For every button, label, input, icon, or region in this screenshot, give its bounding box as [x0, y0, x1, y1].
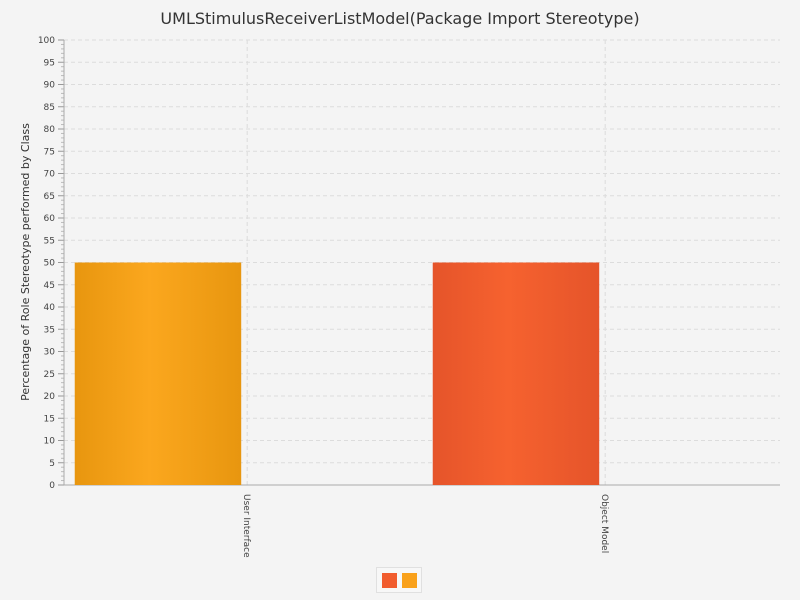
legend [376, 567, 422, 593]
y-tick-label: 60 [44, 214, 56, 224]
y-tick-label: 30 [44, 348, 56, 358]
y-axis-label: Percentage of Role Stereotype performed … [19, 123, 32, 401]
y-tick-label: 10 [44, 437, 56, 447]
y-tick-label: 65 [44, 192, 55, 202]
x-tick-label: Object Model [599, 494, 609, 553]
y-tick-label: 35 [44, 325, 55, 335]
y-tick-label: 25 [44, 370, 55, 380]
y-tick-label: 5 [49, 459, 55, 469]
bar-user-interface [74, 262, 242, 485]
chart-title: UMLStimulusReceiverListModel(Package Imp… [160, 9, 639, 28]
y-tick-label: 85 [44, 103, 55, 113]
x-tick-label: User Interface [241, 494, 251, 558]
y-tick-label: 75 [44, 147, 55, 157]
y-tick-label: 70 [44, 170, 56, 180]
y-tick-label: 50 [44, 259, 56, 269]
x-axis: User Interface Object Model [241, 494, 609, 558]
y-tick-label: 95 [44, 58, 55, 68]
y-tick-label: 90 [44, 81, 56, 91]
y-tick-label: 20 [44, 392, 56, 402]
bar-object-model [432, 262, 600, 485]
y-tick-label: 80 [44, 125, 56, 135]
legend-swatch-user-interface [402, 573, 417, 588]
bars [74, 262, 600, 485]
y-tick-label: 15 [44, 414, 55, 424]
y-tick-label: 40 [44, 303, 56, 313]
y-tick-label: 55 [44, 236, 55, 246]
legend-swatch-object-model [382, 573, 397, 588]
y-tick-label: 0 [49, 481, 55, 491]
y-tick-label: 45 [44, 281, 55, 291]
y-tick-label: 100 [38, 36, 55, 46]
